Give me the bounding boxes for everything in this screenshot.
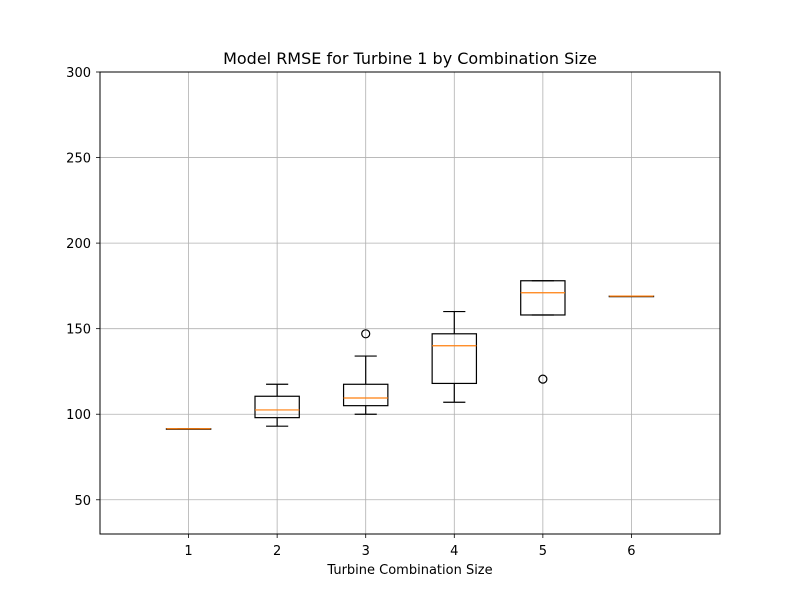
box-plot-2 <box>254 383 300 427</box>
y-tick-label: 200 <box>66 237 91 252</box>
x-tick-label: 5 <box>539 544 547 559</box>
x-tick-label: 6 <box>627 544 635 559</box>
box-plots <box>165 280 655 430</box>
y-tick-label: 100 <box>66 408 91 423</box>
y-tick-label: 300 <box>66 66 91 81</box>
y-tick-label: 250 <box>66 152 91 167</box>
box-plot-3 <box>342 329 389 415</box>
x-tick-label: 4 <box>450 544 458 559</box>
x-axis-label: Turbine Combination Size <box>326 563 492 578</box>
plot-frame <box>99 71 721 535</box>
box <box>520 280 566 316</box>
outlier-point <box>538 374 548 384</box>
x-axis-ticks: 1 2 3 4 5 6 <box>184 534 636 559</box>
box <box>431 333 478 385</box>
y-tick-label: 150 <box>66 323 91 338</box>
x-tick-label: 1 <box>184 544 192 559</box>
box-plot-4 <box>431 310 478 403</box>
chart-title: Model RMSE for Turbine 1 by Combination … <box>223 49 597 68</box>
box-plot-1 <box>165 428 212 430</box>
x-tick-label: 2 <box>273 544 281 559</box>
outlier-point <box>361 329 371 339</box>
box <box>342 383 389 407</box>
box-plot-5 <box>520 280 566 384</box>
box-plot-6 <box>608 295 655 298</box>
y-axis-ticks: 50 100 150 200 250 300 <box>66 66 100 509</box>
box <box>254 395 300 419</box>
y-tick-label: 50 <box>74 494 91 509</box>
x-tick-label: 3 <box>362 544 370 559</box>
